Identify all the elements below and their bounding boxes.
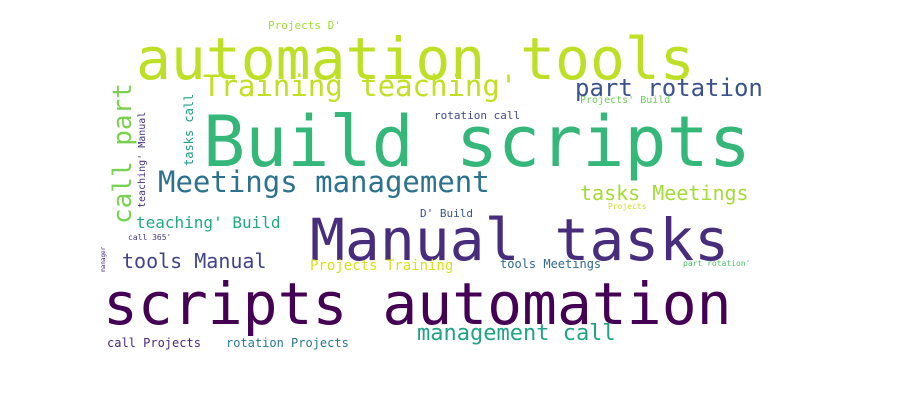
word-training-teaching: Training teaching' [203, 69, 518, 103]
word-call-projects: call Projects [107, 336, 201, 350]
word-management-call: management call [417, 321, 616, 346]
word-manager: manager [100, 246, 107, 272]
word-part-rotation: part rotation [575, 74, 763, 102]
word-tasks-meetings: tasks Meetings [580, 181, 749, 205]
word-projects-build: Projects' Build [580, 95, 671, 106]
word-d-build: D' Build [420, 207, 473, 220]
word-tools-meetings: tools Meetings [500, 257, 602, 271]
word-projects-d: Projects D' [268, 19, 341, 32]
word-automation-tools: automation tools [136, 25, 695, 93]
word-tasks-call: tasks call [182, 93, 196, 166]
word-scripts-automation: scripts automation [103, 270, 732, 338]
word-teaching-manual: teaching' Manual [137, 111, 148, 208]
word-rotation-call: rotation call [434, 109, 521, 122]
word-manual-tasks: Manual tasks [310, 206, 730, 274]
word-teaching-build: teaching' Build [136, 213, 281, 232]
word-call-365: call 365' [128, 233, 172, 242]
word-build-scripts: Build scripts [203, 101, 751, 183]
word-call-part: call part [108, 83, 138, 224]
word-projects-training: Projects Training [310, 258, 454, 274]
word-meetings-management: Meetings management [158, 165, 490, 199]
word-projects-small: Projects [608, 202, 647, 211]
word-rotation-projects: rotation Projects [226, 336, 349, 350]
word-tools-manual: tools Manual [122, 249, 267, 273]
word-part-rotation-small: part rotation' [683, 259, 751, 268]
